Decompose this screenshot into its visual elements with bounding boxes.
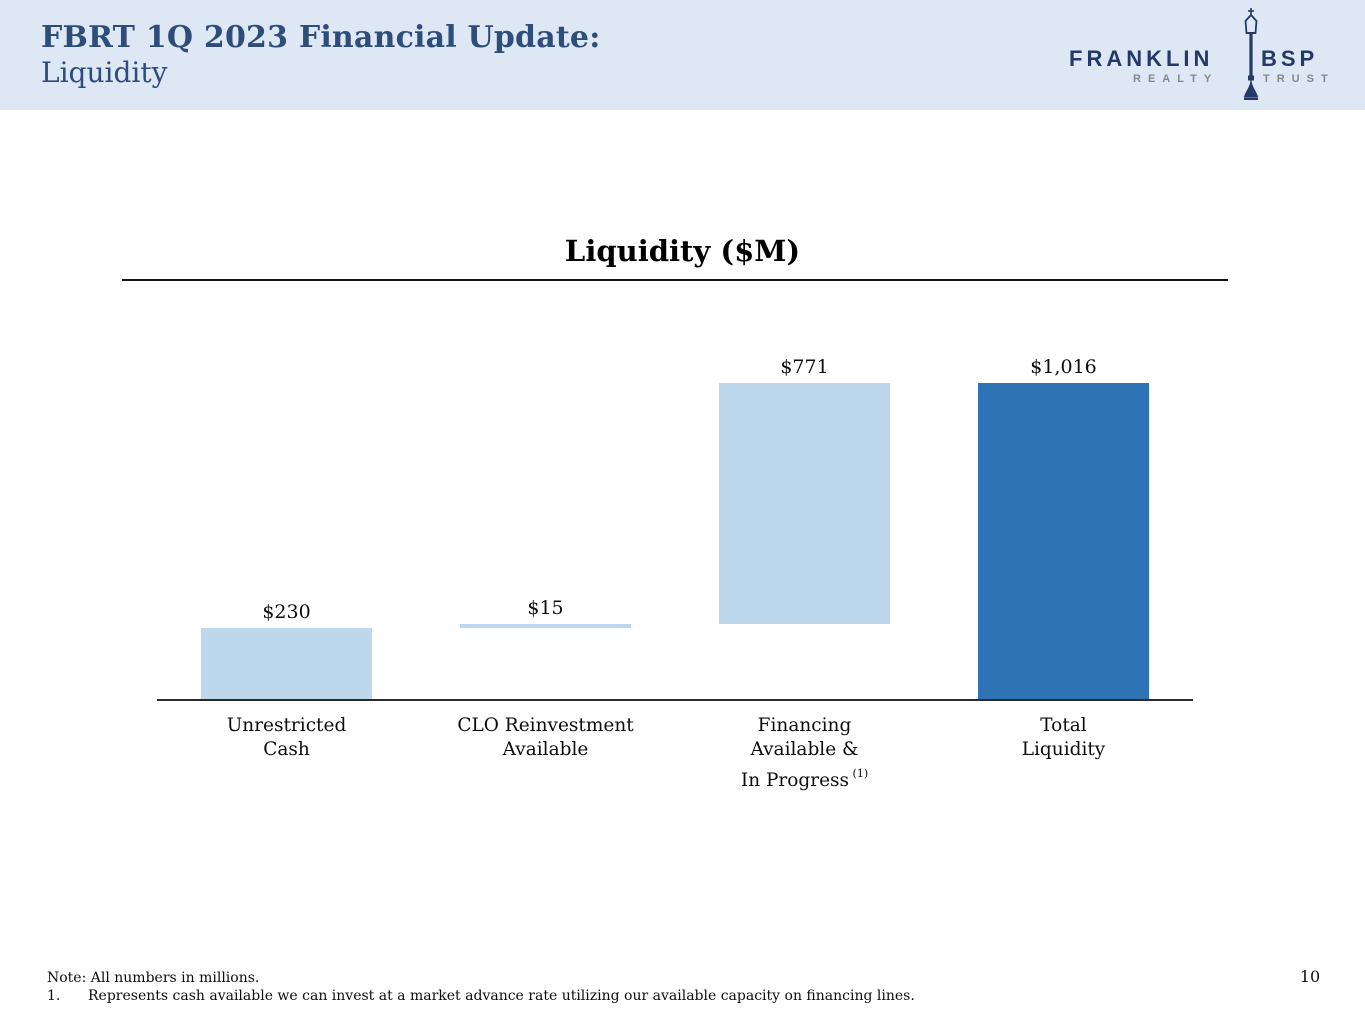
- bar-value-label: $230: [262, 601, 311, 624]
- category-label: Financing Available & In Progress (1): [740, 715, 869, 791]
- footnote-text: Represents cash available we can invest …: [88, 988, 915, 1004]
- page-subtitle: Liquidity: [41, 56, 168, 89]
- footer-note: Note: All numbers in millions.: [47, 970, 260, 986]
- logo-brand-left: FRANKLIN: [1069, 46, 1214, 71]
- chart-bar: [460, 623, 631, 629]
- bar-value-label: $1,016: [1030, 356, 1097, 378]
- chart-title-underline: [122, 279, 1228, 281]
- chart-title: Liquidity ($M): [564, 234, 801, 268]
- logo-sub-left: REALTY: [1133, 73, 1219, 85]
- chart-bar: [719, 383, 890, 624]
- page-number: 10: [1299, 967, 1321, 986]
- footnote-marker: (1): [849, 767, 869, 780]
- slide-header: FBRT 1Q 2023 Financial Update: Liquidity: [0, 0, 1365, 110]
- footnote-number: 1.: [47, 988, 61, 1004]
- lamp-post-icon: [1243, 8, 1259, 101]
- header-titles: FBRT 1Q 2023 Financial Update: Liquidity: [41, 20, 601, 90]
- category-label: Unrestricted Cash: [226, 715, 347, 760]
- company-logo: FRANKLIN BSP REALTY TRUST: [1067, 0, 1337, 110]
- logo-brand-right: BSP: [1261, 46, 1319, 71]
- page-title: FBRT 1Q 2023 Financial Update:: [41, 20, 601, 55]
- bar-value-label: $15: [527, 596, 564, 619]
- chart-bar: [201, 628, 372, 700]
- bar-value-label: $771: [780, 356, 829, 378]
- logo-sub-right: TRUST: [1263, 73, 1335, 85]
- footnote: 1. Represents cash available we can inve…: [47, 988, 915, 1004]
- x-axis-line: [157, 699, 1193, 701]
- chart-bar: [978, 383, 1149, 700]
- category-label: CLO Reinvestment Available: [457, 715, 634, 760]
- category-label: Total Liquidity: [1021, 715, 1106, 760]
